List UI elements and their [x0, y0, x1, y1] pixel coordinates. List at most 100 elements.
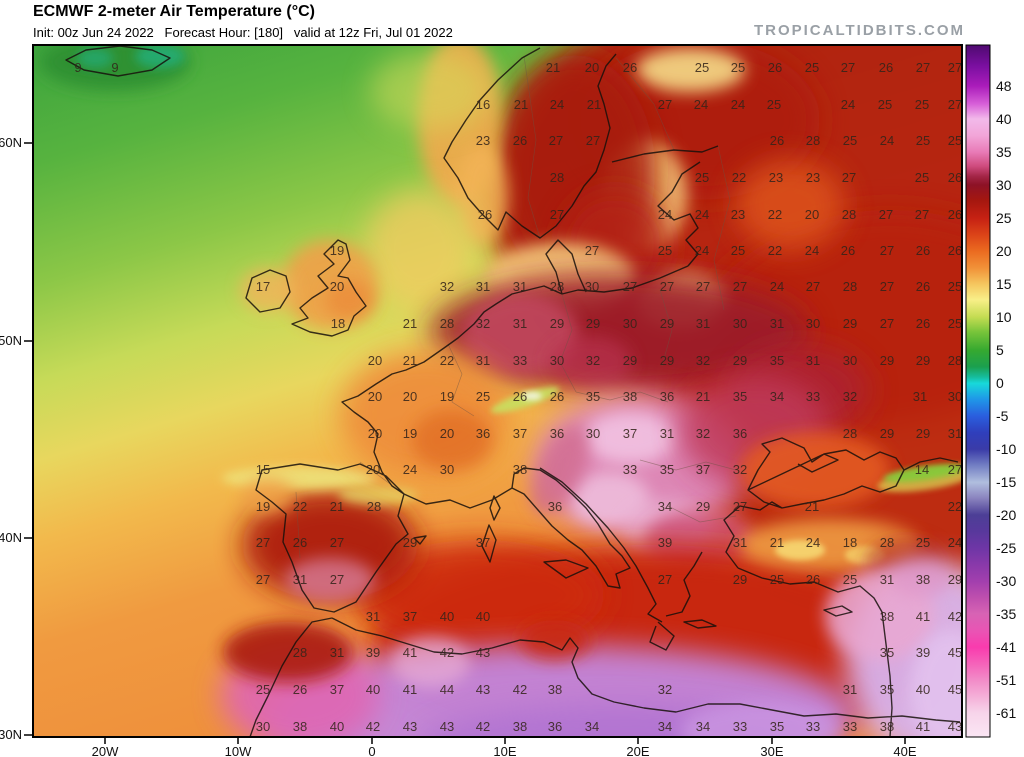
temp-label: 29: [916, 353, 930, 368]
temp-label: 25: [843, 572, 857, 587]
temp-label: 35: [770, 353, 784, 368]
temp-label: 31: [880, 572, 894, 587]
temp-label: 27: [879, 207, 893, 222]
temp-label: 34: [770, 389, 784, 404]
temp-label: 20: [330, 279, 344, 294]
temp-label: 25: [948, 279, 962, 294]
temp-label: 27: [586, 133, 600, 148]
temp-label: 9: [111, 60, 118, 75]
temp-label: 32: [696, 426, 710, 441]
temp-label: 20: [403, 389, 417, 404]
colorbar-tick-label: -61: [996, 705, 1016, 721]
temp-label: 32: [476, 316, 490, 331]
temp-label: 15: [256, 462, 270, 477]
temp-label: 20: [368, 426, 382, 441]
page-title: ECMWF 2-meter Air Temperature (°C): [33, 3, 315, 20]
temp-label: 25: [878, 97, 892, 112]
temp-label: 17: [256, 279, 270, 294]
temp-label: 28: [948, 353, 962, 368]
temp-label: 40: [916, 682, 930, 697]
temp-label: 21: [696, 389, 710, 404]
temp-label: 28: [880, 535, 894, 550]
temp-label: 43: [476, 682, 490, 697]
temp-label: 31: [770, 316, 784, 331]
temp-label: 24: [694, 97, 708, 112]
temp-label: 19: [440, 389, 454, 404]
map-frame: [32, 44, 963, 738]
temp-label: 31: [913, 389, 927, 404]
latitude-axis: 60N 50N 40N 30N: [0, 135, 33, 742]
temp-label: 38: [880, 609, 894, 624]
temp-label: 29: [843, 316, 857, 331]
temp-label: 27: [550, 207, 564, 222]
temp-label: 28: [293, 645, 307, 660]
temp-label: 25: [805, 60, 819, 75]
temp-label: 25: [915, 170, 929, 185]
temp-label: 29: [660, 316, 674, 331]
colorbar-tick-label: 15: [996, 276, 1012, 292]
temp-label: 25: [476, 389, 490, 404]
temp-label: 38: [880, 719, 894, 734]
temp-label: 27: [256, 572, 270, 587]
temp-label: 37: [513, 426, 527, 441]
temp-label: 41: [916, 609, 930, 624]
temp-label: 31: [948, 426, 962, 441]
temp-label: 33: [843, 719, 857, 734]
temp-label: 28: [550, 170, 564, 185]
lon-label: 40E: [893, 744, 916, 757]
temp-label: 21: [403, 316, 417, 331]
temp-label: 44: [440, 682, 454, 697]
temp-label: 27: [880, 316, 894, 331]
temp-label: 28: [440, 316, 454, 331]
temp-label: 30: [586, 426, 600, 441]
temp-label: 27: [733, 279, 747, 294]
temp-label: 19: [256, 499, 270, 514]
temp-label: 39: [658, 535, 672, 550]
temp-label: 35: [586, 389, 600, 404]
temperature-field: 9 9 21 20 26 25 25 26 25 27 26 27 27 16 21 24 21 27 24 24 25…: [33, 45, 962, 737]
temp-label: 20: [368, 389, 382, 404]
temp-label: 24: [841, 97, 855, 112]
temp-label: 30: [585, 279, 599, 294]
temp-label: 43: [948, 719, 962, 734]
temp-label: 29: [733, 572, 747, 587]
temp-label: 38: [293, 719, 307, 734]
temp-label: 30: [440, 462, 454, 477]
temp-label: 21: [587, 97, 601, 112]
temp-label: 9: [74, 60, 81, 75]
temp-label: 33: [623, 462, 637, 477]
temp-label: 28: [806, 133, 820, 148]
temp-label: 28: [842, 207, 856, 222]
colorbar-tick-label: -15: [996, 474, 1016, 490]
temp-label: 20: [366, 462, 380, 477]
temp-label: 39: [366, 645, 380, 660]
temp-label: 45: [948, 645, 962, 660]
temp-label: 39: [916, 645, 930, 660]
temp-label: 27: [916, 60, 930, 75]
temp-label: 33: [513, 353, 527, 368]
temp-label: 24: [806, 535, 820, 550]
temp-label: 38: [513, 462, 527, 477]
temp-label: 25: [948, 316, 962, 331]
temp-label: 38: [548, 682, 562, 697]
temp-label: 24: [695, 207, 709, 222]
longitude-axis: 20W 10W 0 10E 20E 30E 40E: [92, 737, 917, 757]
temp-label: 24: [658, 207, 672, 222]
temp-label: 26: [550, 389, 564, 404]
temp-label: 22: [293, 499, 307, 514]
temp-label: 22: [948, 499, 962, 514]
temp-label: 26: [879, 60, 893, 75]
temp-label: 30: [733, 316, 747, 331]
temp-label: 22: [440, 353, 454, 368]
temp-label: 27: [256, 535, 270, 550]
temp-label: 43: [403, 719, 417, 734]
lat-label: 30N: [0, 727, 22, 742]
temp-label: 24: [805, 243, 819, 258]
temp-label: 37: [330, 682, 344, 697]
temp-label: 36: [550, 426, 564, 441]
colorbar-tick-label: 0: [996, 375, 1004, 391]
temp-label: 38: [623, 389, 637, 404]
colorbar-tick-label: -20: [996, 507, 1016, 523]
temp-label: 22: [768, 243, 782, 258]
